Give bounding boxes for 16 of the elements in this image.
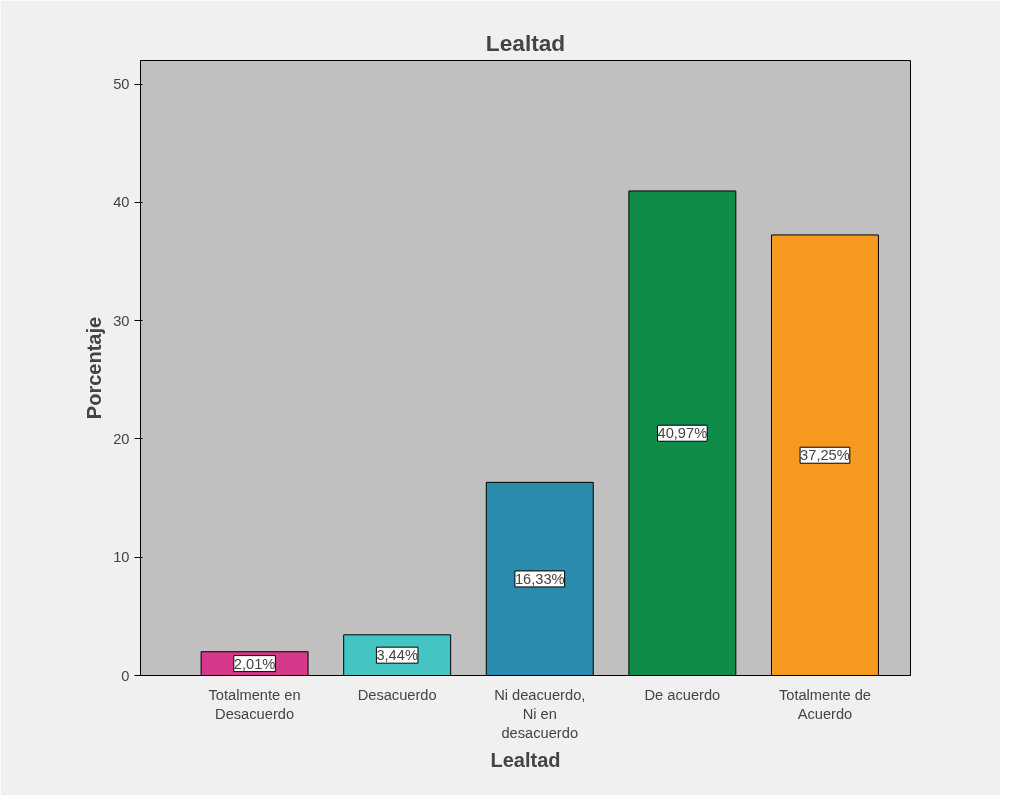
x-tick-label: De acuerdo — [644, 686, 721, 703]
y-tick-label: 30 — [113, 312, 130, 329]
chart-title: Lealtad — [485, 29, 566, 56]
x-tick-label: Desacuerdo — [357, 686, 437, 703]
y-tick-label: 0 — [121, 667, 130, 684]
y-tick-label: 20 — [113, 430, 130, 447]
x-tick-label: Totalmente en Desacuerdo — [208, 686, 301, 722]
y-axis-title: Porcentaje — [83, 316, 106, 420]
y-tick-label: 40 — [113, 194, 130, 211]
y-tick-label: 50 — [113, 76, 130, 93]
x-axis-title: Lealtad — [490, 748, 561, 771]
data-label: 16,33% — [514, 570, 565, 587]
data-label: 2,01% — [233, 655, 276, 672]
x-tick-label: Ni deacuerdo, Ni en desacuerdo — [494, 686, 586, 741]
x-tick-label: Totalmente de Acuerdo — [778, 686, 871, 722]
y-tick-label: 10 — [113, 549, 130, 566]
